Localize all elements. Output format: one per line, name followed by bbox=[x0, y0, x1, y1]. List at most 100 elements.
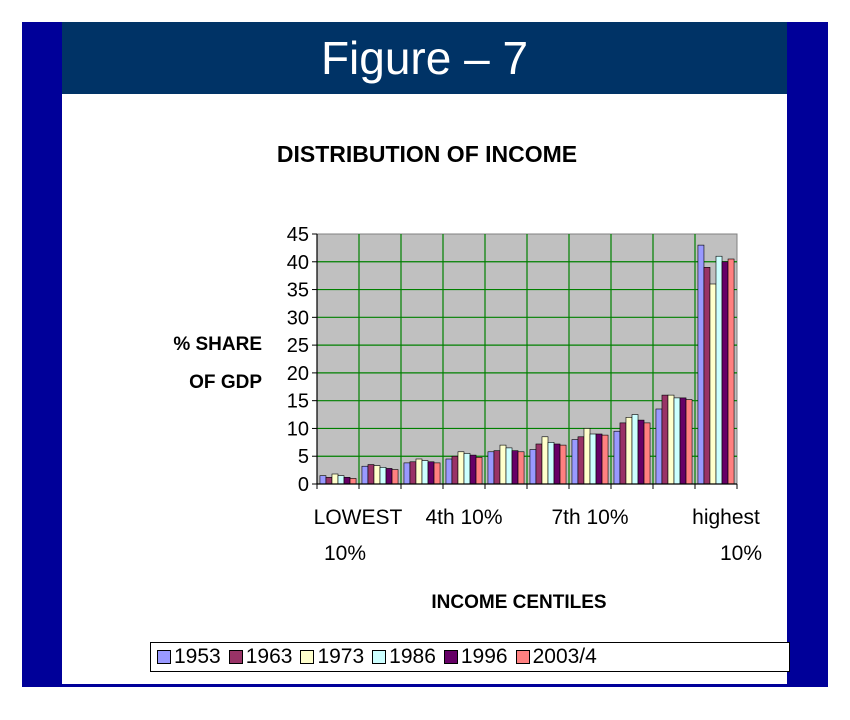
slide-background: Figure – 7 DISTRIBUTION OF INCOME 0 5 10 15 2… bbox=[22, 22, 828, 687]
y-tick-label: 40 bbox=[287, 252, 309, 274]
x-axis-label: INCOME CENTILES bbox=[431, 592, 606, 613]
bar-1973 bbox=[583, 428, 591, 485]
bar-1963 bbox=[325, 477, 333, 485]
legend-swatch bbox=[300, 650, 315, 664]
legend-label: 1953 bbox=[174, 645, 221, 668]
y-tick-label: 10 bbox=[287, 418, 309, 440]
legend-swatch bbox=[157, 650, 171, 664]
chart: DISTRIBUTION OF INCOME 0 5 10 15 20 25 30 35 40 45… bbox=[173, 141, 762, 613]
legend-swatch bbox=[515, 650, 530, 664]
bar-1996 bbox=[343, 477, 351, 485]
bar-1986 bbox=[337, 475, 345, 485]
y-tick-label: 45 bbox=[287, 224, 309, 246]
bar-1963 bbox=[493, 450, 501, 485]
legend-item: 1973 bbox=[300, 645, 364, 669]
bar-1973 bbox=[499, 444, 507, 485]
y-axis-label: % SHARE bbox=[173, 334, 262, 355]
bar-1986 bbox=[547, 442, 555, 485]
y-tick-label: 20 bbox=[287, 363, 309, 385]
legend-label: 1963 bbox=[245, 645, 293, 668]
legend-label: 1996 bbox=[460, 645, 508, 668]
bar-1996 bbox=[469, 454, 477, 485]
x-tick-label: LOWEST bbox=[314, 506, 403, 529]
bar-2003-4 bbox=[559, 444, 567, 485]
bar-1953 bbox=[571, 439, 579, 485]
bar-1996 bbox=[427, 461, 435, 485]
legend-item: 1953 bbox=[157, 645, 221, 669]
bar-1953 bbox=[487, 451, 495, 485]
bar-2003-4 bbox=[601, 434, 609, 485]
legend-swatch bbox=[443, 650, 458, 664]
bar-1996 bbox=[553, 443, 561, 485]
bar-2003-4 bbox=[475, 457, 483, 485]
bar-1986 bbox=[505, 447, 513, 485]
bar-1953 bbox=[319, 475, 327, 485]
bar-1963 bbox=[535, 443, 543, 485]
bar-1986 bbox=[673, 397, 681, 485]
bar-1953 bbox=[613, 430, 621, 485]
bar-1973 bbox=[331, 473, 339, 485]
bar-1963 bbox=[619, 422, 627, 485]
chart-legend: 1953 1963 1973 1986 1996 2003/4 bbox=[150, 642, 790, 672]
bar-2003-4 bbox=[685, 399, 693, 485]
bar-1973 bbox=[415, 458, 423, 485]
bar-2003-4 bbox=[727, 258, 735, 485]
bar-1953 bbox=[697, 244, 705, 485]
y-tick-label: 5 bbox=[298, 446, 309, 468]
legend-label: 2003/4 bbox=[532, 645, 597, 668]
legend-label: 1973 bbox=[317, 645, 365, 668]
y-tick-label: 0 bbox=[298, 474, 309, 496]
bar-1973 bbox=[667, 394, 675, 485]
legend-item: 1963 bbox=[228, 645, 293, 669]
bar-1996 bbox=[511, 450, 519, 485]
bar-1996 bbox=[385, 468, 393, 485]
bar-1963 bbox=[703, 267, 711, 485]
bar-2003-4 bbox=[433, 462, 441, 485]
bar-1953 bbox=[655, 408, 663, 485]
slide-title-bar: Figure – 7 bbox=[62, 22, 787, 94]
bar-1963 bbox=[661, 394, 669, 485]
legend-label: 1986 bbox=[389, 645, 436, 668]
bar-1986 bbox=[463, 453, 471, 485]
bar-1996 bbox=[679, 397, 687, 485]
bar-1963 bbox=[409, 461, 417, 485]
legend-item: 2003/4 bbox=[515, 645, 597, 669]
bar-1973 bbox=[625, 417, 633, 485]
bar-1973 bbox=[457, 451, 465, 485]
legend-item: 1996 bbox=[443, 645, 508, 669]
bar-1996 bbox=[721, 261, 729, 485]
x-tick-label: 7th 10% bbox=[551, 506, 628, 529]
bar-1986 bbox=[715, 255, 723, 485]
bar-1963 bbox=[577, 436, 585, 485]
bar-1953 bbox=[361, 465, 369, 485]
bar-1953 bbox=[445, 458, 453, 485]
y-tick-label: 35 bbox=[287, 280, 309, 302]
x-tick-label: 10% bbox=[324, 542, 366, 565]
bar-2003-4 bbox=[349, 478, 357, 485]
y-tick-label: 30 bbox=[287, 307, 309, 329]
y-tick-label: 25 bbox=[287, 335, 309, 357]
x-tick-label: 4th 10% bbox=[425, 506, 502, 529]
slide-title: Figure – 7 bbox=[320, 32, 529, 84]
bar-1973 bbox=[541, 436, 549, 485]
bar-1986 bbox=[379, 467, 387, 485]
bar-1986 bbox=[589, 433, 597, 485]
legend-swatch bbox=[372, 650, 387, 664]
chart-title: DISTRIBUTION OF INCOME bbox=[277, 141, 577, 167]
bar-2003-4 bbox=[391, 469, 399, 485]
bar-2003-4 bbox=[643, 422, 651, 485]
bar-1953 bbox=[529, 449, 537, 485]
bar-1973 bbox=[709, 283, 717, 485]
bar-1996 bbox=[595, 433, 603, 485]
bar-1963 bbox=[451, 455, 459, 485]
x-tick-label: 10% bbox=[720, 542, 762, 565]
y-axis-label: OF GDP bbox=[189, 372, 262, 393]
bar-2003-4 bbox=[517, 451, 525, 485]
bar-1996 bbox=[637, 419, 645, 485]
bar-1986 bbox=[421, 460, 429, 485]
bar-1973 bbox=[373, 465, 381, 485]
chart-panel: DISTRIBUTION OF INCOME 0 5 10 15 20 25 30 35 40 45… bbox=[62, 94, 790, 684]
legend-item: 1986 bbox=[372, 645, 436, 669]
y-tick-label: 15 bbox=[287, 391, 309, 413]
legend-swatch bbox=[228, 650, 243, 664]
